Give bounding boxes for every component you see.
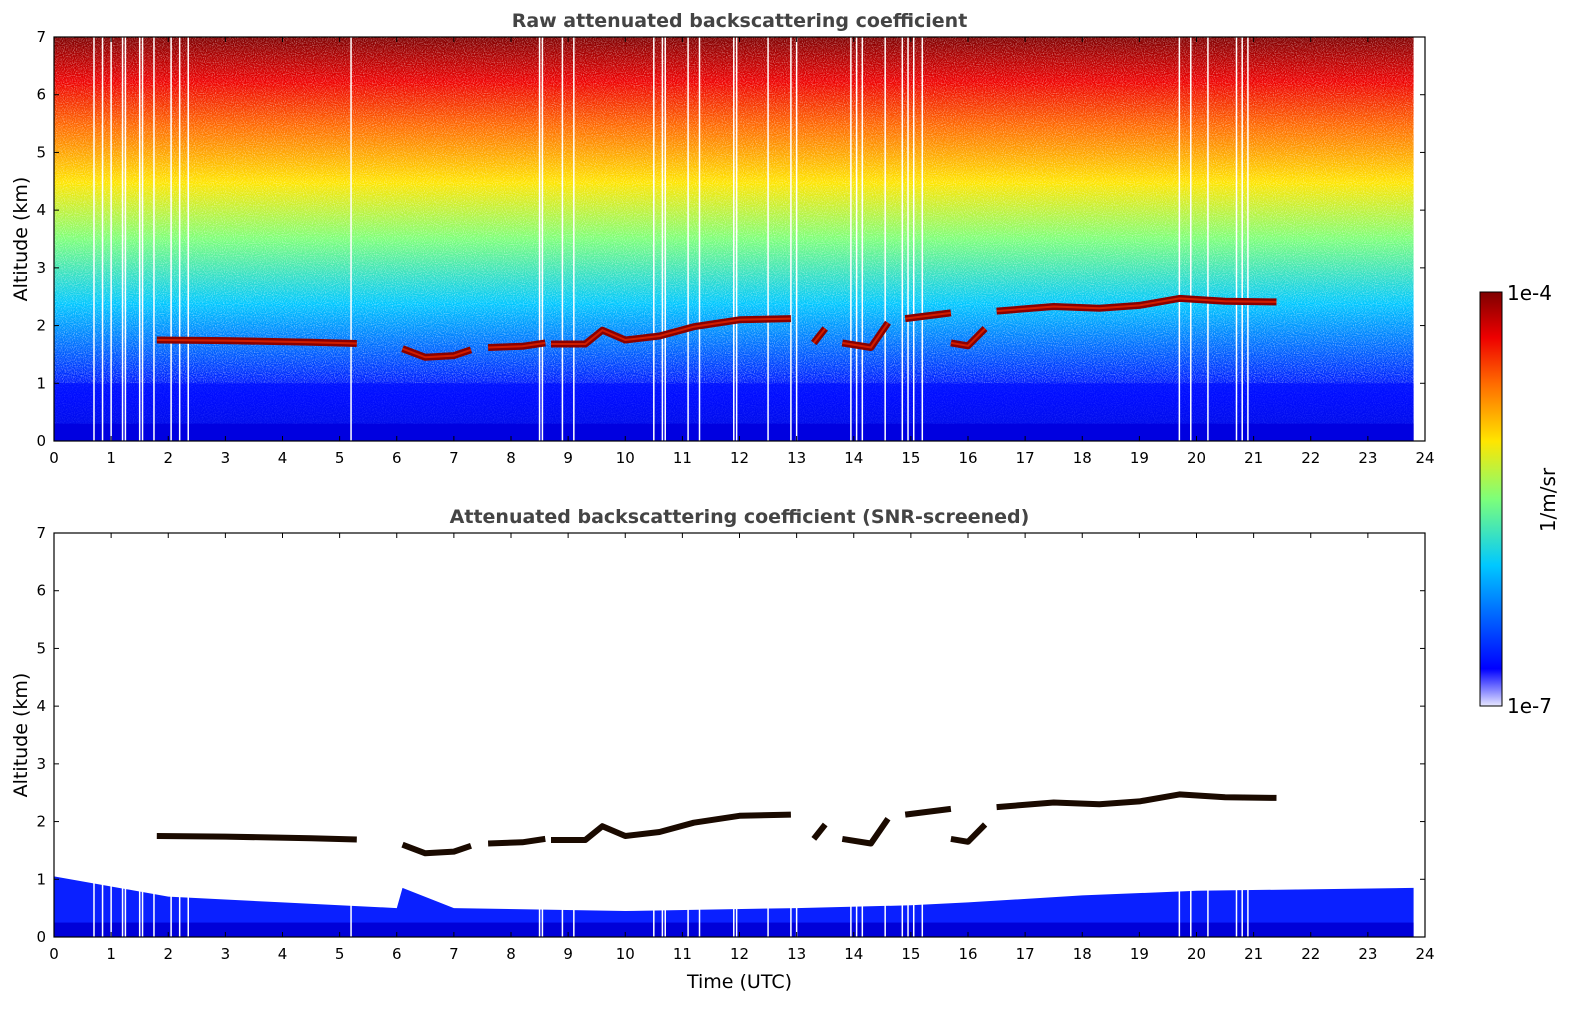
cloud-layer-segment	[841, 816, 891, 847]
colorbar-min-label: 1e-7	[1507, 694, 1552, 718]
x-tick-label: 13	[787, 945, 806, 963]
raw-backscatter-panel: 0 1 2 3 4 5 6 7 8 9 10 11 12 13 14 15 16 17 18 19 20 21 22 23 24…	[10, 10, 1435, 467]
x-axis-label: Time (UTC)	[686, 971, 792, 993]
x-tick-label: 20	[1187, 449, 1206, 467]
x-tick-label: 4	[278, 945, 288, 963]
cloud-layer-core	[402, 347, 472, 359]
x-tick-label: 5	[335, 449, 345, 467]
x-tick-label: 7	[449, 449, 459, 467]
y-tick-label: 4	[36, 201, 46, 219]
x-tick-label: 1	[106, 449, 116, 467]
x-tick-label: 21	[1244, 449, 1263, 467]
x-tick-label: 8	[506, 945, 516, 963]
x-tick-label: 7	[449, 945, 459, 963]
cloud-layer-core	[842, 322, 889, 349]
x-tick-label: 23	[1358, 449, 1377, 467]
chart-title: Attenuated backscattering coefficient (S…	[450, 506, 1030, 528]
x-tick-label: 9	[563, 449, 573, 467]
y-axis-label: Altitude (km)	[10, 177, 32, 302]
cloud-layer-segment	[950, 822, 988, 845]
x-tick-label: 12	[730, 449, 749, 467]
x-tick-label: 5	[335, 945, 345, 963]
x-tick-label: 23	[1358, 945, 1377, 963]
y-tick-label: 0	[36, 928, 46, 946]
y-tick-label: 1	[36, 870, 46, 888]
cloud-layer-core	[551, 317, 791, 345]
boundary-layer	[54, 876, 1414, 937]
y-tick-label: 5	[36, 143, 46, 161]
x-tick-label: 19	[1130, 449, 1149, 467]
cloud-layer-segment	[996, 791, 1277, 811]
x-tick-label: 22	[1301, 449, 1320, 467]
plot-frame	[53, 532, 1426, 938]
x-tick-label: 24	[1415, 945, 1434, 963]
x-tick-label: 22	[1301, 945, 1320, 963]
colorbar-unit-label: 1/m/sr	[1536, 467, 1560, 532]
y-tick-label: 4	[36, 697, 46, 715]
x-tick-label: 20	[1187, 945, 1206, 963]
colorbar-gradient	[1479, 291, 1503, 707]
x-tick-label: 1	[106, 945, 116, 963]
cloud-layer-segment	[904, 805, 952, 818]
y-axis-label: Altitude (km)	[10, 673, 32, 798]
cloud-layer-core	[905, 311, 952, 320]
x-tick-label: 8	[506, 449, 516, 467]
x-tick-label: 0	[49, 945, 59, 963]
y-tick-label: 2	[36, 813, 46, 831]
x-tick-label: 12	[730, 945, 749, 963]
chart-title: Raw attenuated backscattering coefficien…	[512, 10, 968, 32]
x-tick-label: 18	[1073, 449, 1092, 467]
screened-backscatter-panel: 0 1 2 3 4 5 6 7 8 9 10 11 12 13 14 15 16 17 18 19 20 21 22 23 24…	[10, 506, 1435, 993]
x-tick-label: 10	[616, 945, 635, 963]
x-tick-label: 11	[673, 449, 692, 467]
cloud-layer-core	[488, 341, 546, 349]
x-tick-label: 15	[901, 449, 920, 467]
cloud-layer-core	[996, 297, 1277, 313]
cloud-layer-segment	[487, 835, 546, 847]
x-tick-label: 3	[221, 945, 231, 963]
x-tick-label: 2	[163, 449, 173, 467]
cloud-layer-segment	[811, 822, 828, 841]
colorbar-max-label: 1e-4	[1507, 281, 1552, 305]
y-tick-label: 3	[36, 259, 46, 277]
cloud-layer-segment	[551, 811, 791, 843]
x-tick-label: 16	[958, 449, 977, 467]
x-tick-label: 4	[278, 449, 288, 467]
x-tick-label: 16	[958, 945, 977, 963]
x-tick-label: 17	[1016, 945, 1035, 963]
cloud-layer-segment	[401, 841, 472, 857]
x-tick-label: 14	[844, 945, 863, 963]
x-tick-label: 18	[1073, 945, 1092, 963]
x-tick-label: 13	[787, 449, 806, 467]
x-tick-label: 19	[1130, 945, 1149, 963]
x-tick-label: 24	[1415, 449, 1434, 467]
cloud-layer-core	[950, 327, 986, 347]
y-tick-label: 7	[36, 524, 46, 542]
cloud-layer-core	[813, 327, 826, 344]
x-tick-label: 10	[616, 449, 635, 467]
x-tick-label: 15	[901, 945, 920, 963]
y-tick-label: 2	[36, 317, 46, 335]
x-tick-label: 2	[163, 945, 173, 963]
colorbar: 1e-4 1e-7 1/m/sr	[1479, 281, 1560, 718]
y-tick-label: 0	[36, 432, 46, 450]
y-tick-label: 6	[36, 582, 46, 600]
y-tick-label: 6	[36, 86, 46, 104]
x-tick-label: 14	[844, 449, 863, 467]
x-tick-label: 6	[392, 449, 402, 467]
x-tick-label: 0	[49, 449, 59, 467]
x-tick-label: 11	[673, 945, 692, 963]
x-tick-label: 6	[392, 945, 402, 963]
y-tick-label: 1	[36, 374, 46, 392]
x-tick-label: 17	[1016, 449, 1035, 467]
y-tick-label: 5	[36, 639, 46, 657]
cloud-layer-segment	[156, 833, 357, 843]
x-tick-label: 9	[563, 945, 573, 963]
y-tick-label: 3	[36, 755, 46, 773]
cloud-layer-core	[156, 339, 357, 345]
x-tick-label: 21	[1244, 945, 1263, 963]
x-tick-label: 3	[221, 449, 231, 467]
y-tick-label: 7	[36, 28, 46, 46]
